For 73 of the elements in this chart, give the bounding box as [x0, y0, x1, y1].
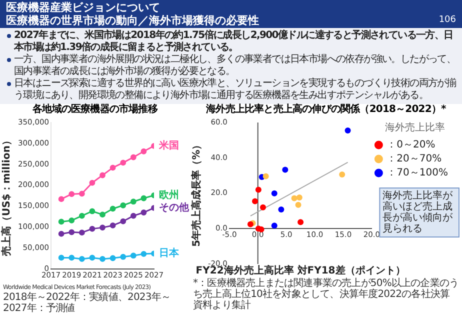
point — [89, 226, 96, 232]
point — [262, 173, 269, 180]
y-axis-title: 5年売上高成長率（%） — [190, 140, 203, 247]
chart-title: 各地域の医療機器の市場推移 — [32, 104, 158, 116]
point — [68, 217, 75, 224]
point — [110, 222, 116, 228]
point — [120, 218, 126, 224]
point — [89, 254, 96, 261]
point — [58, 254, 64, 261]
text: 海外売上比率が高いほど売上成長が高い傾向が見られる — [382, 190, 454, 235]
series-label: 米国 — [158, 140, 179, 152]
point — [110, 255, 116, 262]
point — [260, 204, 266, 210]
point — [278, 206, 284, 213]
point — [68, 254, 75, 261]
point — [140, 148, 147, 154]
point — [298, 219, 304, 226]
text: 医療機器産業ビジョンについて — [6, 1, 161, 14]
point — [295, 202, 302, 208]
text: 106 — [438, 14, 456, 27]
point — [140, 195, 147, 202]
text: 一方、国内事業者の海外展開の状況は二極化し、多くの事業者では日本市場への依存が強い。したがって、国内事業者の成長には海外市場の獲得が必要となる。 — [14, 54, 457, 77]
series-label: 日本 — [159, 247, 180, 260]
point — [120, 160, 126, 166]
point — [78, 230, 85, 236]
point — [130, 198, 136, 205]
legend-label: ：20～70% — [386, 154, 442, 165]
series-label: その他 — [159, 201, 190, 214]
point — [89, 180, 96, 186]
point — [100, 256, 106, 262]
point — [78, 190, 85, 197]
point — [271, 222, 278, 229]
chart-title: 海外売上比率と売上高の伸びの関係（2018～2022）* — [206, 104, 446, 116]
point — [140, 210, 147, 216]
point — [130, 252, 136, 259]
text: 医療機器の世界市場の動向／海外市場獲得の必要性 — [6, 14, 259, 27]
point — [68, 229, 75, 236]
point — [282, 166, 288, 173]
point — [271, 190, 278, 196]
point — [296, 194, 302, 200]
legend-title: 海外売上比率 — [384, 122, 445, 134]
text: *：医療機器売上または関連事業の売上が50%以上の企業のうち売上高上位10社を対象として、決算年度2022の各社決算資料より集計 — [193, 278, 459, 311]
point — [100, 212, 106, 218]
text: 日本はニーズ探索に適する世界的に高い医療水準と、ソリューションを実現するものづくり技術の両方が揃う環境にあり、開発環境の整備により海外市場に通用する医療機器を生み出すポテンシャルがある。 — [14, 78, 457, 101]
point — [58, 230, 64, 237]
point — [110, 164, 116, 171]
point — [344, 127, 351, 134]
point — [78, 212, 85, 219]
series-label: 欧州 — [159, 188, 179, 201]
point — [252, 198, 258, 204]
legend-label: ：0～20% — [386, 140, 436, 151]
point — [58, 196, 64, 202]
point — [339, 172, 346, 178]
point — [100, 172, 106, 178]
text: 2027年までに、米国市場は2018年の約1.75倍に成長し2,900億ドルに達すると予測されている一方、日本市場は約1.39倍の成長に留まると予測されている。 — [14, 30, 454, 53]
legend-label: ：70～100% — [386, 168, 448, 179]
point — [89, 208, 96, 214]
point — [100, 224, 106, 231]
point — [68, 191, 75, 198]
point — [78, 256, 85, 262]
point — [130, 212, 136, 219]
point — [247, 221, 254, 228]
point — [130, 154, 136, 160]
point — [255, 186, 262, 193]
point — [58, 218, 64, 225]
point — [110, 206, 116, 212]
point — [140, 250, 147, 257]
point — [120, 202, 126, 208]
y-axis-title: 売上高（US$：million） — [0, 136, 13, 256]
x-axis-title: FY22海外売上高比率 対FY18差（ポイント） — [196, 264, 406, 277]
text: 2018年～2022年：実績値、2023年～2027年：予測値 — [3, 292, 172, 314]
point — [120, 254, 126, 260]
point — [291, 195, 298, 202]
